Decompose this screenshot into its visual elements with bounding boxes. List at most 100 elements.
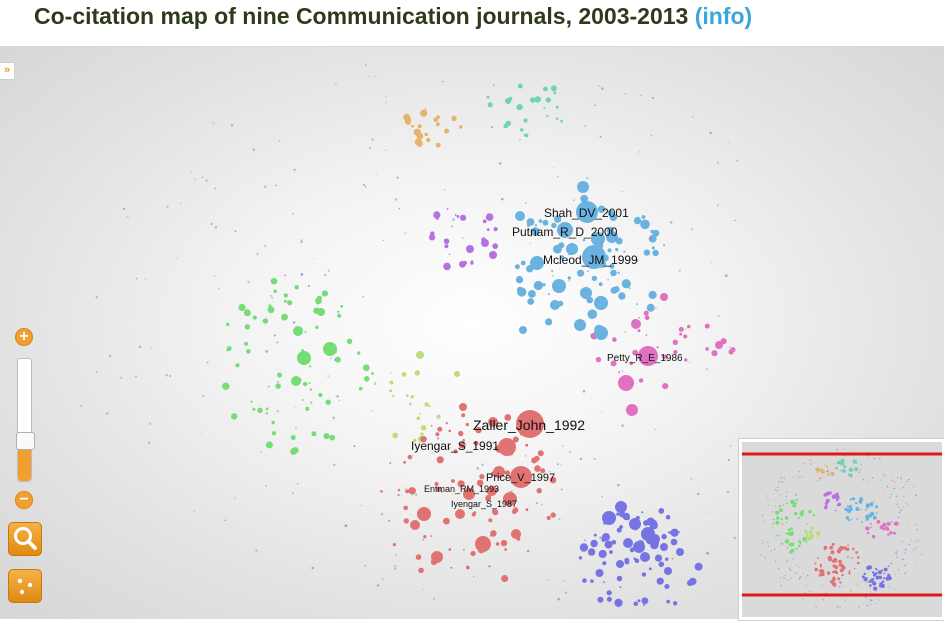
minimap-node[interactable]	[814, 562, 817, 565]
network-node[interactable]	[200, 433, 202, 435]
minimap-node[interactable]	[848, 572, 851, 575]
network-node[interactable]	[666, 599, 671, 604]
minimap-node[interactable]	[895, 579, 897, 582]
minimap-node[interactable]	[897, 569, 900, 571]
network-node[interactable]	[231, 413, 238, 420]
network-node[interactable]	[301, 398, 304, 402]
minimap-node[interactable]	[779, 576, 781, 579]
network-node[interactable]	[546, 114, 549, 118]
network-node[interactable]	[660, 293, 668, 301]
network-node[interactable]	[685, 327, 687, 330]
minimap-node[interactable]	[905, 501, 907, 504]
network-node[interactable]	[364, 64, 367, 66]
network-node[interactable]	[268, 304, 272, 308]
network-node[interactable]	[388, 519, 391, 522]
network-node[interactable]	[243, 309, 251, 317]
network-node[interactable]	[526, 549, 530, 553]
minimap-node[interactable]	[799, 512, 804, 517]
network-node[interactable]	[436, 414, 441, 419]
minimap-node[interactable]	[797, 476, 800, 478]
network-node[interactable]	[536, 502, 538, 504]
network-node[interactable]	[515, 211, 525, 221]
minimap-node[interactable]	[836, 448, 838, 451]
network-node[interactable]	[619, 525, 623, 529]
minimap-node[interactable]	[896, 550, 899, 552]
network-node[interactable]	[555, 117, 559, 120]
node-label[interactable]: Zaller_John_1992	[473, 417, 585, 433]
network-node[interactable]	[276, 380, 280, 384]
network-node[interactable]	[135, 277, 138, 280]
network-node[interactable]	[226, 322, 230, 327]
network-node[interactable]	[476, 479, 484, 487]
network-node[interactable]	[557, 597, 560, 601]
network-node[interactable]	[617, 271, 620, 274]
network-node[interactable]	[595, 356, 602, 363]
network-node[interactable]	[436, 486, 442, 492]
minimap-node[interactable]	[832, 577, 836, 582]
network-node[interactable]	[363, 376, 370, 382]
minimap-node[interactable]	[853, 567, 856, 570]
network-node[interactable]	[621, 370, 624, 373]
network-node[interactable]	[244, 324, 250, 330]
network-node[interactable]	[79, 404, 83, 407]
network-node[interactable]	[230, 124, 234, 127]
minimap-node[interactable]	[785, 516, 787, 518]
minimap-node[interactable]	[846, 547, 850, 551]
minimap-node[interactable]	[887, 486, 889, 489]
network-node[interactable]	[587, 309, 598, 320]
minimap-node[interactable]	[794, 512, 798, 516]
network-node[interactable]	[629, 518, 641, 530]
minimap-node[interactable]	[763, 519, 765, 521]
network-node[interactable]	[584, 539, 586, 542]
network-node[interactable]	[256, 252, 259, 256]
minimap-node[interactable]	[876, 572, 879, 574]
network-node[interactable]	[618, 375, 634, 391]
network-node[interactable]	[334, 358, 337, 362]
minimap-node[interactable]	[795, 498, 798, 502]
network-node[interactable]	[582, 389, 586, 393]
minimap-node[interactable]	[805, 577, 807, 579]
network-node[interactable]	[562, 444, 564, 447]
network-node[interactable]	[263, 185, 267, 188]
network-node[interactable]	[364, 186, 367, 188]
minimap-node[interactable]	[772, 527, 774, 529]
network-node[interactable]	[234, 230, 237, 233]
network-node[interactable]	[422, 538, 425, 541]
network-node[interactable]	[510, 466, 532, 488]
network-node[interactable]	[307, 284, 310, 288]
network-node[interactable]	[524, 455, 527, 457]
minimap-node[interactable]	[795, 564, 797, 566]
network-node[interactable]	[213, 187, 217, 190]
network-node[interactable]	[138, 345, 142, 349]
minimap-node[interactable]	[817, 467, 821, 471]
network-node[interactable]	[398, 207, 401, 210]
network-node[interactable]	[205, 179, 208, 182]
network-node[interactable]	[300, 240, 303, 244]
network-node[interactable]	[332, 416, 336, 420]
network-node[interactable]	[109, 354, 112, 358]
network-node[interactable]	[405, 394, 409, 398]
network-node[interactable]	[546, 515, 551, 521]
network-node[interactable]	[553, 91, 557, 95]
network-node[interactable]	[598, 549, 607, 559]
network-node[interactable]	[275, 184, 277, 187]
minimap-node[interactable]	[883, 577, 885, 580]
network-node[interactable]	[444, 189, 446, 191]
minimap-node[interactable]	[915, 547, 917, 549]
minimap-node[interactable]	[843, 448, 845, 450]
network-node[interactable]	[126, 215, 129, 218]
network-node[interactable]	[536, 488, 542, 494]
minimap-node[interactable]	[857, 561, 860, 565]
network-node[interactable]	[424, 132, 428, 137]
network-node[interactable]	[294, 426, 297, 429]
minimap-node[interactable]	[802, 463, 805, 465]
minimap-node[interactable]	[789, 542, 793, 547]
network-node[interactable]	[582, 238, 586, 242]
network-node[interactable]	[678, 531, 681, 533]
network-node[interactable]	[418, 567, 424, 574]
network-node[interactable]	[661, 533, 667, 540]
network-node[interactable]	[510, 489, 513, 492]
network-node[interactable]	[679, 332, 683, 336]
minimap-node[interactable]	[786, 491, 788, 493]
network-node[interactable]	[591, 275, 598, 282]
